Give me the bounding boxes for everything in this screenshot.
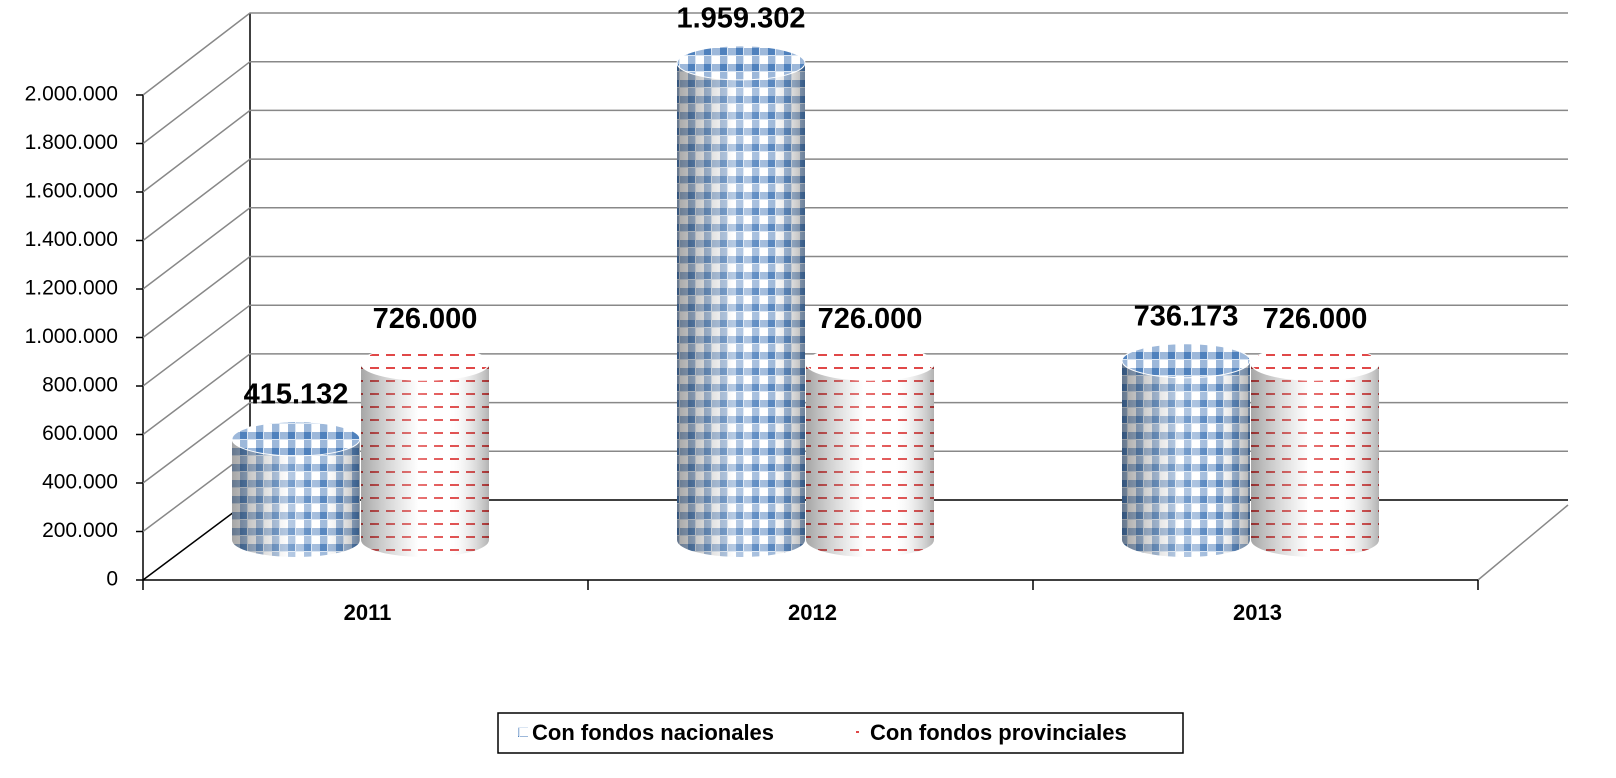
y-tick-label: 1.600.000 bbox=[25, 180, 118, 203]
data-label: 726.000 bbox=[1263, 303, 1368, 335]
data-label: 1.959.302 bbox=[676, 3, 805, 35]
grid-line bbox=[142, 109, 1568, 193]
bar-shade bbox=[677, 62, 805, 557]
bar-top bbox=[805, 345, 935, 381]
y-tick-label: 400.000 bbox=[42, 471, 118, 494]
data-label: 726.000 bbox=[373, 303, 478, 335]
x-tick-label: 2012 bbox=[788, 600, 837, 625]
y-tick-label: 0 bbox=[106, 568, 118, 591]
grid-line bbox=[142, 207, 1568, 290]
legend-swatch bbox=[856, 727, 866, 737]
bar-shade bbox=[806, 363, 934, 557]
data-label: 736.173 bbox=[1134, 300, 1239, 332]
y-tick-label: 200.000 bbox=[42, 519, 118, 542]
bar-shade bbox=[361, 363, 489, 557]
y-tick-label: 1.800.000 bbox=[25, 131, 118, 154]
bar-top bbox=[1121, 343, 1251, 379]
floor-right-edge bbox=[1477, 504, 1569, 581]
data-label: 415.132 bbox=[244, 379, 349, 411]
bar-top bbox=[231, 421, 361, 457]
bar-shade bbox=[1251, 363, 1379, 557]
y-tick-label: 1.200.000 bbox=[25, 277, 118, 300]
x-tick-label: 2013 bbox=[1233, 600, 1282, 625]
bar-shade bbox=[232, 438, 360, 557]
bar-top bbox=[676, 45, 806, 81]
grid-line bbox=[142, 255, 1568, 339]
y-tick-label: 800.000 bbox=[42, 374, 118, 397]
legend-label: Con fondos provinciales bbox=[870, 720, 1127, 745]
x-tick-label: 2011 bbox=[344, 600, 392, 625]
legend-box bbox=[497, 712, 1184, 754]
y-tick-label: 2.000.000 bbox=[25, 83, 118, 106]
legend-swatch bbox=[518, 727, 528, 737]
bar-top bbox=[1250, 345, 1380, 381]
y-tick-label: 1.400.000 bbox=[25, 228, 118, 251]
y-tick-label: 1.000.000 bbox=[25, 325, 118, 348]
bar-top bbox=[360, 345, 490, 381]
y-tick-label: 600.000 bbox=[42, 422, 118, 445]
grid-line bbox=[142, 158, 1568, 242]
grid-line bbox=[142, 12, 1568, 96]
legend-label: Con fondos nacionales bbox=[532, 720, 774, 745]
bar-shade bbox=[1122, 360, 1250, 557]
data-label: 726.000 bbox=[818, 303, 923, 335]
grid-line bbox=[142, 304, 1568, 387]
grid-line bbox=[142, 60, 1568, 145]
